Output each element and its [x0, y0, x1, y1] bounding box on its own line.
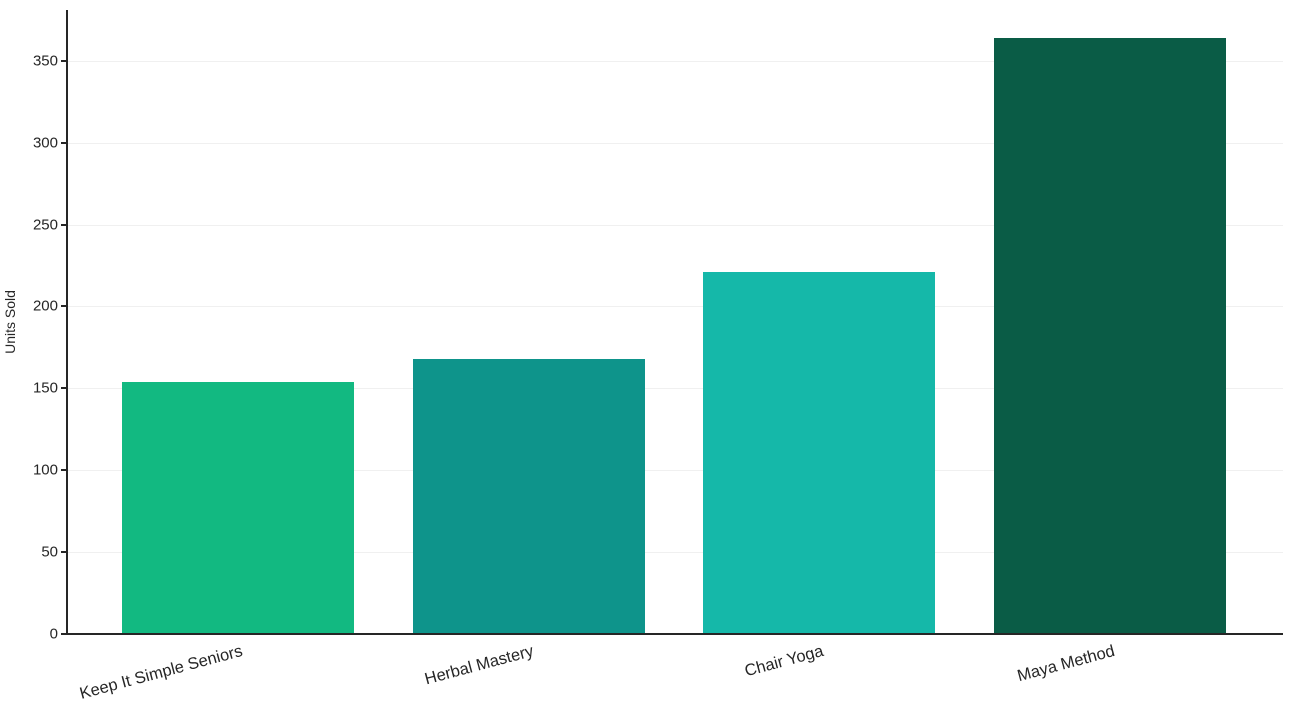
y-tick-label: 50: [41, 543, 58, 561]
y-tick-mark: [61, 387, 67, 390]
y-tick-label: 300: [32, 134, 58, 152]
y-tick-label: 200: [32, 297, 58, 315]
y-tick-mark: [61, 59, 67, 62]
gridline-y-250: [67, 224, 1283, 226]
x-tick-label: Keep It Simple Seniors: [78, 642, 245, 703]
y-tick-label: 100: [32, 461, 58, 479]
y-tick-mark: [61, 223, 67, 226]
y-tick-label: 0: [49, 625, 58, 643]
gridline-y-150: [67, 388, 1283, 390]
y-axis-title: Units Sold: [2, 290, 18, 354]
y-tick-label: 350: [32, 52, 58, 70]
gridline-y-100: [67, 470, 1283, 472]
y-tick-label: 250: [32, 216, 58, 234]
y-tick-mark: [61, 551, 67, 554]
gridline-y-50: [67, 552, 1283, 554]
x-axis-spine: [66, 633, 1283, 635]
y-axis-spine: [66, 10, 68, 635]
y-tick-label: 150: [32, 379, 58, 397]
y-tick-mark: [61, 305, 67, 308]
y-tick-mark: [61, 633, 67, 635]
bar-herbal-mastery: [412, 358, 645, 633]
gridline-y-350: [67, 60, 1283, 62]
gridline-y-300: [67, 142, 1283, 144]
y-tick-mark: [61, 469, 67, 472]
x-tick-label: Chair Yoga: [743, 642, 826, 681]
gridline-y-200: [67, 306, 1283, 308]
bar-keep-it-simple-seniors: [122, 381, 355, 633]
y-tick-mark: [61, 141, 67, 144]
x-tick-label: Maya Method: [1015, 642, 1117, 686]
bar-maya-method: [993, 37, 1226, 633]
x-tick-label: Herbal Mastery: [422, 642, 536, 689]
bar-chair-yoga: [703, 272, 936, 633]
